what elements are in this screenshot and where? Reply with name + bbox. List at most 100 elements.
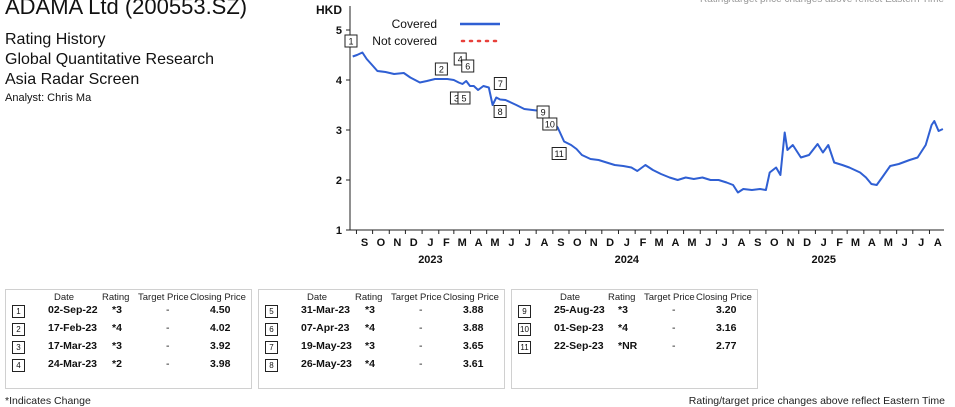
row-rating: *3: [365, 340, 375, 352]
row-close: 3.65: [463, 340, 484, 352]
row-date: 26-May-23: [301, 358, 352, 370]
company-title: ADAMA Ltd (200553.SZ): [5, 0, 248, 19]
x-tick-label: O: [770, 237, 779, 249]
row-rating: *4: [112, 322, 122, 334]
x-tick-label: N: [787, 237, 795, 249]
col-header-target: Target Price: [391, 292, 442, 303]
row-target: -: [672, 340, 676, 352]
rating-marker-box: [344, 34, 358, 48]
x-tick-label: J: [624, 237, 630, 249]
rating-marker-box: [434, 62, 448, 76]
col-header-close: Closing Price: [190, 292, 246, 303]
row-rating: *3: [618, 304, 628, 316]
x-tick-label: D: [803, 237, 811, 249]
col-header-date: Date: [54, 292, 75, 303]
col-header-target: Target Price: [644, 292, 695, 303]
row-target: -: [672, 304, 676, 316]
x-tick-label: N: [590, 237, 598, 249]
x-tick-label: J: [918, 237, 924, 249]
row-date: 22-Sep-23: [554, 340, 604, 352]
row-number: 8: [265, 359, 278, 372]
x-tick-label: S: [361, 237, 368, 249]
row-rating: *3: [112, 304, 122, 316]
price-line-covered: [352, 51, 944, 194]
footnote-change: *Indicates Change: [5, 395, 91, 407]
top-note: Rating/target price changes above reflec…: [700, 0, 944, 5]
rating-marker-label: 2: [439, 65, 444, 75]
row-target: -: [166, 322, 170, 334]
row-target: -: [166, 304, 170, 316]
x-tick-label: A: [737, 237, 745, 249]
rating-marker-label: 3: [454, 94, 459, 104]
row-target: -: [419, 304, 423, 316]
row-rating: *4: [365, 322, 375, 334]
rating-table-3: Date Rating Target Price Closing Price 9 25-A…: [511, 289, 758, 389]
row-date: 19-May-23: [301, 340, 352, 352]
rating-marker-label: 7: [498, 79, 503, 89]
row-number: 5: [265, 305, 278, 318]
rating-marker-box: [551, 147, 567, 160]
footnote-time: Rating/target price changes above reflec…: [688, 395, 945, 407]
table-row: 7 19-May-23 *3 - 3.65: [259, 339, 504, 357]
table-row: 6 07-Apr-23 *4 - 3.88: [259, 321, 504, 339]
header-info: ADAMA Ltd (200553.SZ) Rating History Glo…: [5, 0, 247, 106]
legend-label-not-covered: Not covered: [372, 34, 437, 48]
col-header-target: Target Price: [138, 292, 189, 303]
x-tick-label: J: [705, 237, 711, 249]
row-close: 3.16: [716, 322, 737, 334]
x-tick-label: M: [490, 237, 499, 249]
row-rating: *3: [112, 340, 122, 352]
row-number: 4: [12, 359, 25, 372]
subtitle-screen: Asia Radar Screen: [5, 71, 140, 88]
subtitle-research: Global Quantitative Research: [5, 51, 214, 68]
table-row: 1 02-Sep-22 *3 - 4.50: [6, 303, 251, 321]
row-rating: *4: [365, 358, 375, 370]
x-tick-label: O: [573, 237, 582, 249]
row-number: 2: [12, 323, 25, 336]
row-close: 3.98: [210, 358, 231, 370]
row-date: 25-Aug-23: [554, 304, 605, 316]
row-number: 7: [265, 341, 278, 354]
rating-marker-box: [542, 117, 558, 131]
row-close: 4.02: [210, 322, 231, 334]
x-tick-label: N: [393, 237, 401, 249]
x-tick-label: A: [475, 237, 483, 249]
rating-marker-label: 1: [348, 37, 353, 47]
rating-marker-label: 11: [554, 149, 563, 159]
x-tick-label: J: [508, 237, 514, 249]
row-date: 17-Feb-23: [48, 322, 98, 334]
year-label: 2024: [615, 254, 640, 266]
row-target: -: [166, 358, 170, 370]
rating-marker-label: 8: [498, 107, 503, 117]
table-row: 5 31-Mar-23 *3 - 3.88: [259, 303, 504, 321]
row-target: -: [419, 340, 423, 352]
x-tick-label: S: [557, 237, 564, 249]
rating-marker-label: 5: [461, 94, 466, 104]
x-tick-label: M: [687, 237, 696, 249]
y-tick-label: 3: [336, 125, 342, 137]
row-date: 02-Sep-22: [48, 304, 98, 316]
row-number: 6: [265, 323, 278, 336]
row-target: -: [672, 322, 676, 334]
year-label: 2023: [418, 254, 442, 266]
table-row: 4 24-Mar-23 *2 - 3.98: [6, 357, 251, 375]
row-close: 3.20: [716, 304, 737, 316]
row-close: 3.92: [210, 340, 231, 352]
x-tick-label: M: [458, 237, 467, 249]
table-row: 3 17-Mar-23 *3 - 3.92: [6, 339, 251, 357]
rating-marker-label: 6: [465, 62, 470, 72]
y-tick-label: 1: [336, 225, 342, 237]
row-date: 17-Mar-23: [48, 340, 98, 352]
y-tick-label: 4: [336, 75, 343, 87]
analyst-name: Analyst: Chris Ma: [5, 92, 92, 104]
row-close: 3.88: [463, 322, 484, 334]
col-header-date: Date: [307, 292, 328, 303]
x-tick-label: S: [754, 237, 761, 249]
x-tick-label: O: [377, 237, 386, 249]
x-tick-label: J: [722, 237, 728, 249]
row-close: 3.88: [463, 304, 484, 316]
col-header-close: Closing Price: [443, 292, 499, 303]
row-close: 2.77: [716, 340, 737, 352]
col-header-rating: Rating: [355, 292, 383, 303]
col-header-rating: Rating: [102, 292, 130, 303]
